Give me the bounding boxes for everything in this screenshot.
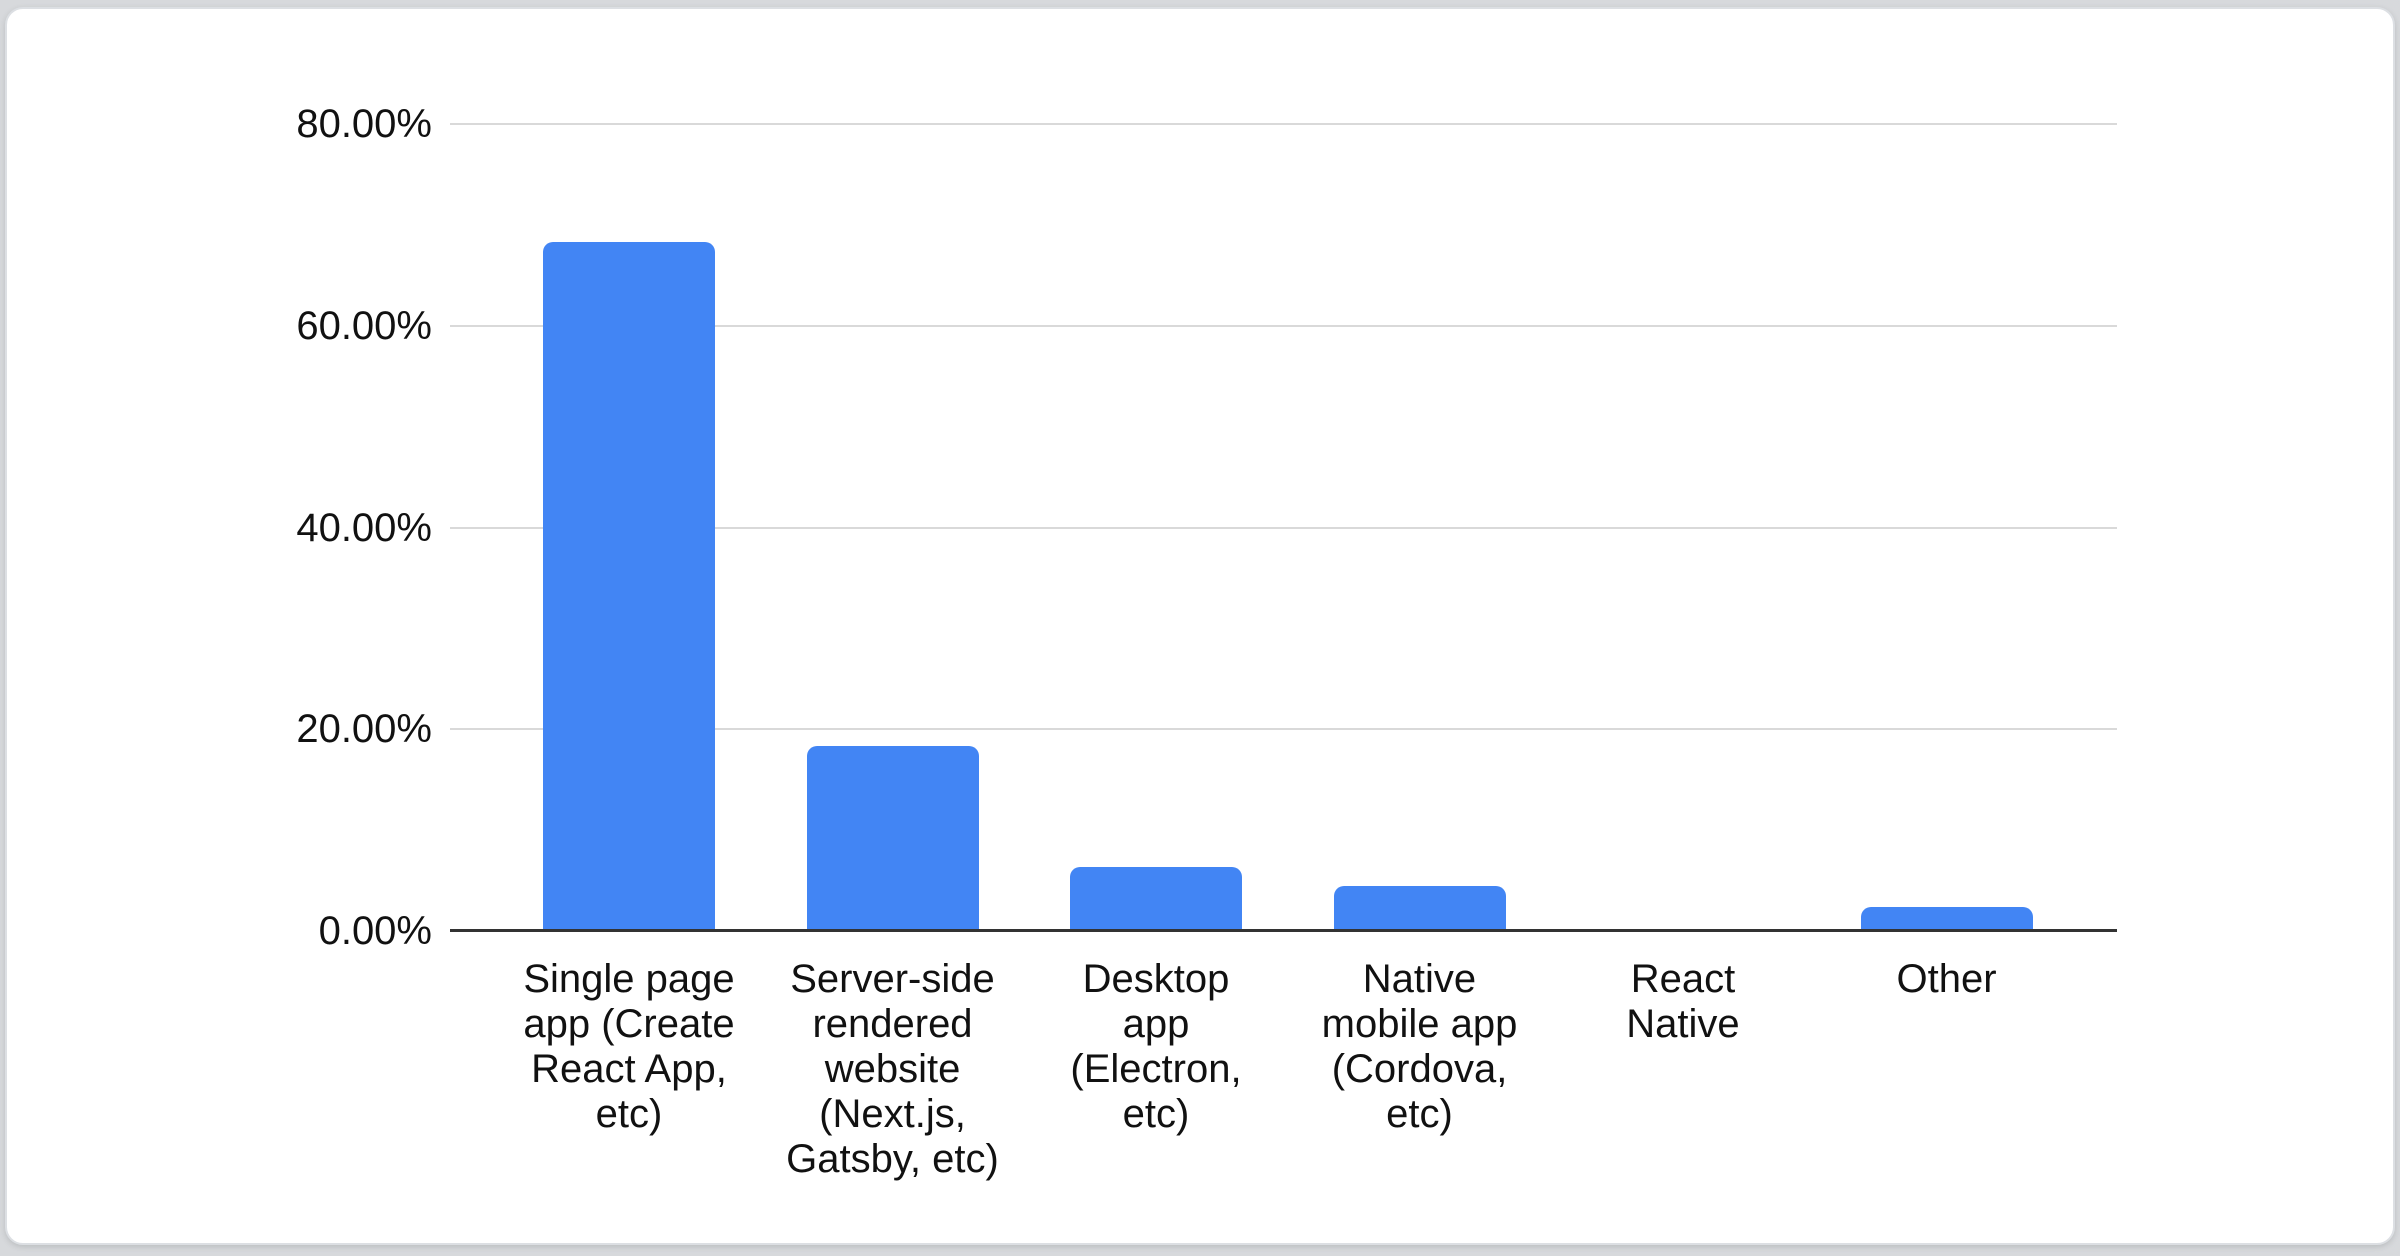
y-axis-tick-label: 0.00%: [318, 909, 432, 953]
bar-single-page-app: [543, 242, 715, 931]
y-axis-tick-label: 40.00%: [296, 505, 432, 550]
plot-area: 80.00% 60.00% 40.00% 20.00% 0.00% Single page…: [296, 102, 2117, 1181]
x-axis-label-react-native: React Native: [1626, 957, 1740, 1046]
x-axis-baseline: [450, 929, 2117, 932]
x-axis-label-desktop-app-electron: Desktop app (Electron, etc): [1070, 957, 1242, 1136]
y-axis-tick-label: 60.00%: [296, 303, 432, 348]
bar-other: [1860, 906, 2033, 931]
x-axis-label-native-mobile-app: Native mobile app (Cordova, etc): [1321, 957, 1518, 1136]
gridline-60.00%: [450, 324, 2117, 327]
x-axis-label-other: Other: [1896, 957, 1997, 1001]
gridline-20.00%: [450, 728, 2117, 731]
bar-native-mobile-app: [1333, 885, 1506, 931]
y-axis-tick-label: 80.00%: [296, 102, 432, 146]
bar-server-side-rendered: [806, 746, 979, 931]
chart-card: 80.00% 60.00% 40.00% 20.00% 0.00% Single page…: [5, 7, 2395, 1245]
x-axis-label-server-side-rendered: Server-side rendered website (Next.js, G…: [786, 957, 999, 1181]
y-axis-tick-label: 20.00%: [296, 707, 432, 752]
x-axis-label-single-page-app: Single page app (Create React App, etc): [523, 957, 735, 1136]
gridline-80.00%: [450, 123, 2117, 125]
gridline-40.00%: [450, 526, 2117, 529]
bar-desktop-app-electron: [1070, 867, 1242, 931]
